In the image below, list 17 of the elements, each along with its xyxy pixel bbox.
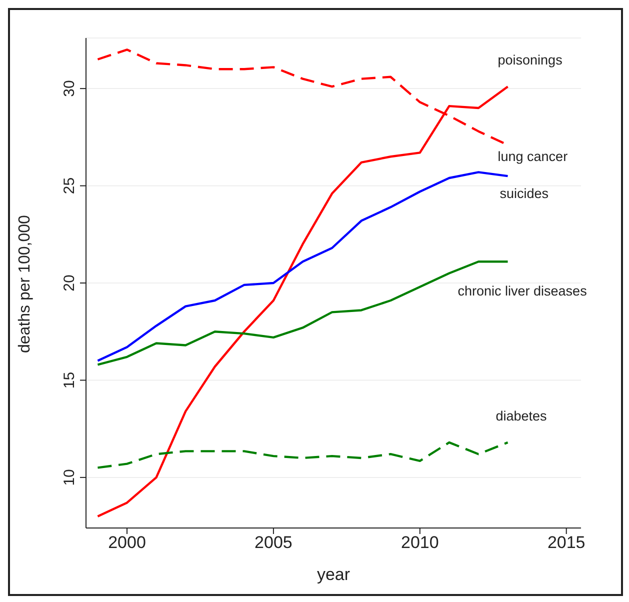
x-tick-label: 2010 [400, 533, 439, 552]
series-label: lung cancer [498, 148, 568, 164]
y-tick-label: 15 [61, 372, 78, 389]
series-label: suicides [500, 186, 549, 202]
series-label: poisonings [498, 52, 563, 68]
series-label: chronic liver diseases [458, 284, 588, 299]
y-tick-label: 20 [61, 274, 78, 292]
x-tick-label: 2000 [108, 533, 146, 552]
line-series [96, 441, 509, 469]
y-tick-label: 30 [61, 80, 78, 97]
y-axis-title: deaths per 100,000 [16, 215, 34, 353]
y-tick-label: 25 [61, 177, 78, 194]
x-tick-label: 2005 [254, 533, 292, 552]
y-tick-label: 10 [61, 469, 78, 486]
x-tick-label: 2015 [547, 533, 586, 552]
x-axis-title: year [316, 565, 350, 584]
series-label: diabetes [496, 408, 548, 424]
